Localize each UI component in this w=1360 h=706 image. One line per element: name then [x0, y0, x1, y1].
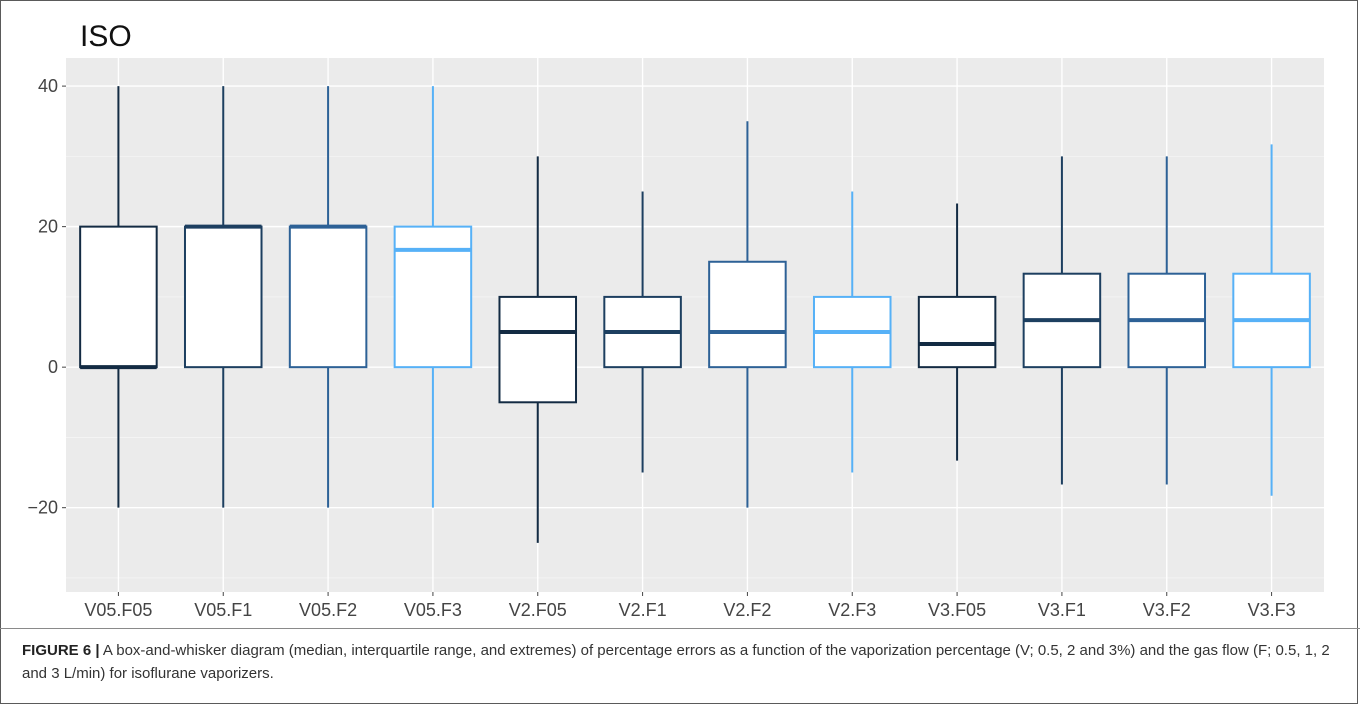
caption-text: A box-and-whisker diagram (median, inter…	[22, 642, 1330, 682]
box-V3.F2	[1127, 156, 1207, 485]
box-V3.F1	[1022, 156, 1102, 485]
axes: −20 0 20 40 V05.F05 V05.F1 V05.F2 V05.F3 V2.F05 V…	[27, 76, 1295, 620]
x-tick-label: V3.F1	[1038, 600, 1086, 620]
x-tick-label: V05.F2	[299, 600, 357, 620]
y-tick-label: 0	[48, 357, 58, 377]
x-tick-label: V3.F2	[1143, 600, 1191, 620]
box-iqr	[917, 295, 997, 369]
x-tick-label: V3.F3	[1248, 600, 1296, 620]
plot-panel	[66, 58, 1324, 592]
x-tick-label: V2.F2	[723, 600, 771, 620]
box-V2.F2	[708, 121, 787, 508]
figure-caption: FIGURE 6 | A box-and-whisker diagram (me…	[0, 628, 1360, 706]
y-tick-label: −20	[27, 498, 58, 518]
box-iqr	[79, 225, 158, 369]
box-iqr	[498, 295, 578, 404]
box-V05.F3	[393, 86, 473, 508]
chart-title: ISO	[80, 20, 132, 53]
box-iqr	[708, 260, 787, 369]
x-tick-label: V2.F1	[619, 600, 667, 620]
x-tick-label: V2.F3	[828, 600, 876, 620]
box-V2.F05	[498, 156, 578, 543]
box-iqr	[288, 225, 368, 369]
x-tick-label: V2.F05	[509, 600, 567, 620]
caption-label: FIGURE 6 |	[22, 642, 100, 659]
x-tick-label: V05.F3	[404, 600, 462, 620]
y-tick-label: 20	[38, 217, 58, 237]
box-iqr	[183, 225, 263, 369]
x-tick-label: V05.F1	[194, 600, 252, 620]
boxplot-chart: ISO −20 0 20 40 V05.F05 V05.F1 V05.F2 V05.F3 V2.…	[27, 20, 1324, 620]
box-iqr	[393, 225, 473, 369]
boxes	[79, 86, 1311, 543]
x-tick-label: V3.F05	[928, 600, 986, 620]
box-V05.F05	[79, 86, 158, 508]
box-V2.F3	[812, 191, 892, 473]
box-V05.F2	[288, 86, 368, 508]
box-V3.F3	[1232, 144, 1311, 496]
x-tick-label: V05.F05	[84, 600, 152, 620]
box-V05.F1	[183, 86, 263, 508]
y-tick-label: 40	[38, 76, 58, 96]
box-V3.F05	[917, 203, 997, 461]
box-V2.F1	[603, 191, 682, 473]
